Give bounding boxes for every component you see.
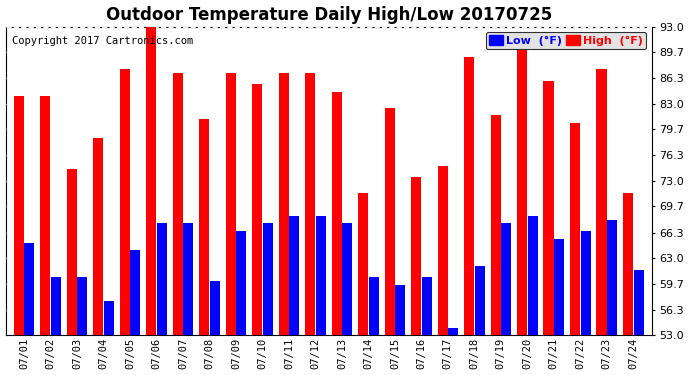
Bar bbox=[501, 224, 511, 335]
Bar bbox=[633, 270, 644, 335]
Bar bbox=[104, 301, 114, 335]
Bar bbox=[570, 123, 580, 335]
Bar bbox=[316, 216, 326, 335]
Bar bbox=[332, 92, 342, 335]
Bar bbox=[157, 224, 167, 335]
Bar bbox=[342, 224, 353, 335]
Bar bbox=[596, 69, 607, 335]
Bar bbox=[491, 116, 500, 335]
Bar bbox=[67, 170, 77, 335]
Bar bbox=[172, 73, 183, 335]
Bar bbox=[580, 231, 591, 335]
Bar bbox=[184, 224, 193, 335]
Bar bbox=[226, 73, 236, 335]
Text: Copyright 2017 Cartronics.com: Copyright 2017 Cartronics.com bbox=[12, 36, 193, 46]
Bar bbox=[119, 69, 130, 335]
Bar bbox=[411, 177, 421, 335]
Bar bbox=[422, 278, 432, 335]
Bar bbox=[130, 251, 140, 335]
Bar bbox=[544, 81, 553, 335]
Bar bbox=[146, 22, 156, 335]
Bar bbox=[210, 281, 220, 335]
Bar bbox=[517, 50, 527, 335]
Bar bbox=[448, 328, 458, 335]
Bar bbox=[93, 138, 104, 335]
Bar bbox=[528, 216, 538, 335]
Bar bbox=[384, 108, 395, 335]
Bar bbox=[51, 278, 61, 335]
Bar bbox=[554, 239, 564, 335]
Bar bbox=[77, 278, 88, 335]
Bar bbox=[252, 84, 262, 335]
Bar bbox=[14, 96, 24, 335]
Bar bbox=[24, 243, 34, 335]
Bar bbox=[358, 192, 368, 335]
Bar bbox=[395, 285, 405, 335]
Bar bbox=[236, 231, 246, 335]
Bar bbox=[289, 216, 299, 335]
Bar bbox=[464, 57, 474, 335]
Bar bbox=[623, 192, 633, 335]
Bar bbox=[279, 73, 288, 335]
Title: Outdoor Temperature Daily High/Low 20170725: Outdoor Temperature Daily High/Low 20170… bbox=[106, 6, 552, 24]
Bar bbox=[475, 266, 484, 335]
Legend: Low  (°F), High  (°F): Low (°F), High (°F) bbox=[486, 32, 647, 49]
Bar bbox=[40, 96, 50, 335]
Bar bbox=[199, 119, 209, 335]
Bar bbox=[437, 165, 448, 335]
Bar bbox=[305, 73, 315, 335]
Bar bbox=[263, 224, 273, 335]
Bar bbox=[607, 220, 617, 335]
Bar bbox=[368, 278, 379, 335]
